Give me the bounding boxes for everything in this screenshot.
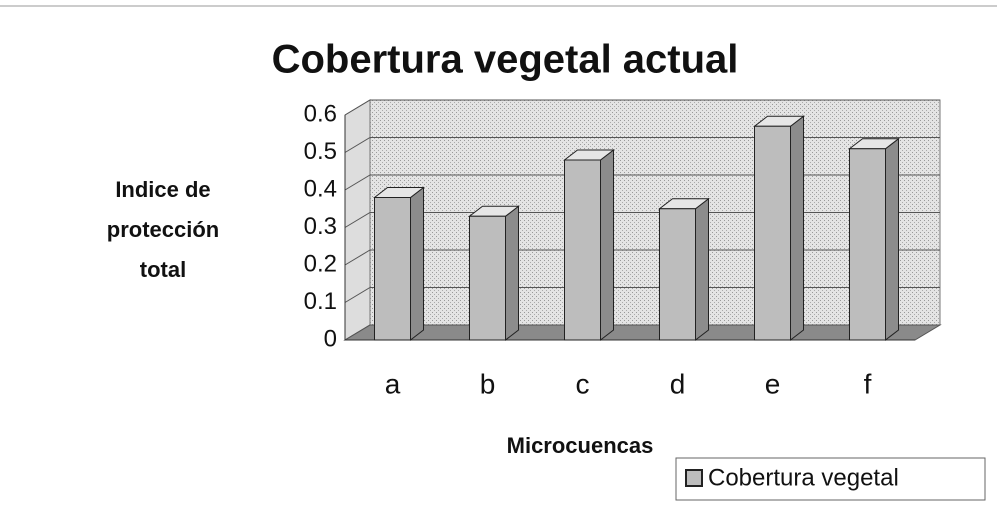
y-tick-label: 0.1 [304, 288, 337, 315]
x-tick-label: c [576, 368, 590, 399]
y-tick-label: 0.2 [304, 250, 337, 277]
y-tick-label: 0.4 [304, 175, 337, 202]
y-tick-label: 0.3 [304, 213, 337, 240]
x-tick-label: f [864, 368, 872, 399]
grid-line [344, 212, 940, 228]
y-tick-label: 0.6 [304, 100, 337, 127]
bar [374, 197, 411, 341]
x-tick-label: d [670, 368, 686, 399]
y-axis-label: Indice de protección total [106, 177, 220, 282]
y-tick-label: 0.5 [304, 138, 337, 165]
grid-line [344, 324, 940, 341]
bar [849, 148, 886, 341]
y-tick-label: 0 [324, 325, 337, 352]
x-axis-label: Microcuencas [507, 433, 654, 458]
bar-side [600, 148, 614, 342]
bar-side [410, 186, 424, 342]
bar-side [790, 115, 804, 342]
x-tick-label: b [480, 368, 496, 399]
legend-label: Cobertura vegetal [708, 464, 899, 491]
legend-box [675, 457, 986, 501]
grid-line [344, 249, 940, 266]
grid-line [344, 99, 940, 116]
legend-swatch [685, 469, 703, 487]
grid-line [344, 287, 940, 303]
bar [469, 215, 506, 341]
grid-line [344, 174, 940, 191]
grid-line [344, 137, 940, 153]
chart-title: Cobertura vegetal actual [272, 38, 739, 82]
bar-side [695, 197, 709, 342]
bar [659, 208, 696, 341]
bar-side [885, 137, 899, 342]
bar [754, 125, 791, 341]
bar-side [505, 205, 519, 342]
x-tick-label: a [385, 368, 401, 399]
bar [564, 159, 601, 341]
x-tick-label: e [765, 368, 781, 399]
